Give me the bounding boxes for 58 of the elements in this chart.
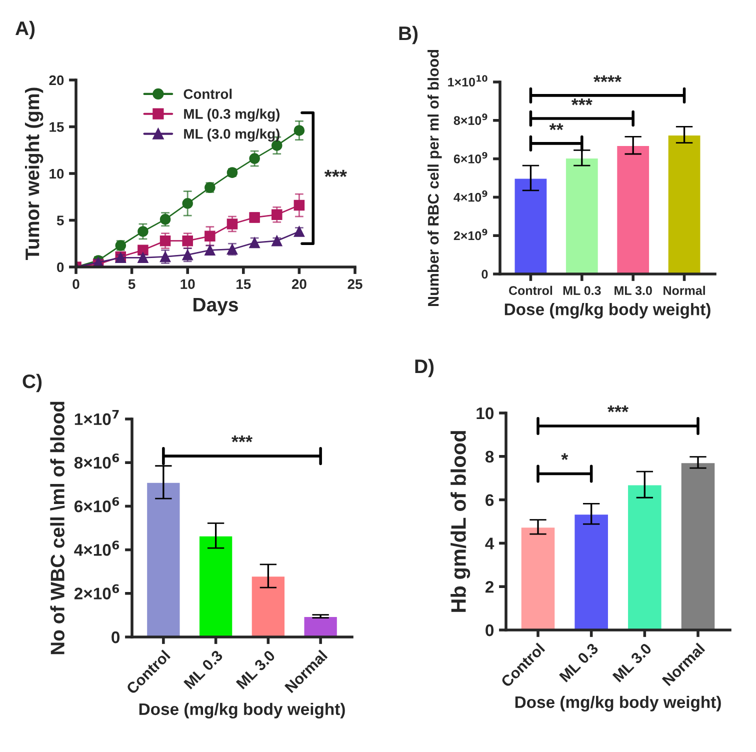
y-tick-label: 8 xyxy=(485,450,494,463)
y-tick-label: 2 xyxy=(486,581,494,593)
x-axis-title: Dose (mg/kg body weight) xyxy=(515,696,721,712)
x-tick-label: ML 0.3 xyxy=(183,649,224,690)
x-tick-label: Normal xyxy=(664,286,705,295)
x-axis-title: Dose (mg/kg body weight) xyxy=(504,303,710,319)
y-axis-title: Tumor weight (gm) xyxy=(24,88,44,260)
annotation: *** xyxy=(232,436,253,442)
y-tick-label: 6 xyxy=(486,494,494,506)
x-axis-title: Days xyxy=(194,298,238,316)
x-tick-label: ML 3.0 xyxy=(614,286,652,296)
annotation: ** xyxy=(549,123,564,130)
x-tick-label: ML 3.0 xyxy=(612,642,652,682)
legend-label: ML (0.3 mg/kg) xyxy=(184,108,280,122)
y-axis-title: No of WBC cell \ml of blood xyxy=(50,402,65,654)
chart-title: C) xyxy=(22,374,42,392)
y-tick-label: 2×10$^{6}$ xyxy=(74,584,120,600)
legend-label: ML (3.0 mg/kg) xyxy=(184,128,280,142)
x-tick-label: ML 3.0 xyxy=(236,650,276,690)
y-tick-label: 0 xyxy=(112,631,120,644)
y-tick-label: 0 xyxy=(486,624,494,636)
y-tick-label: 8×10$^{6}$ xyxy=(74,453,120,469)
y-tick-label: 4 xyxy=(485,538,494,550)
y-tick-label: 0 xyxy=(57,262,64,272)
y-tick-label: 6×10$^{6}$ xyxy=(74,497,120,512)
y-tick-label: 15 xyxy=(50,122,64,132)
y-tick-label: 10 xyxy=(476,407,494,420)
x-tick-label: ML 0.3 xyxy=(558,642,599,682)
x-tick-label: ML 0.3 xyxy=(563,286,601,296)
x-tick-label: 15 xyxy=(236,279,251,290)
x-tick-label: 10 xyxy=(180,279,195,290)
text: *** xyxy=(608,406,629,412)
annotation: *** xyxy=(324,170,347,178)
x-tick-label: Control xyxy=(509,286,552,295)
y-tick-label: 2×10$^{9}$ xyxy=(454,228,488,240)
y-tick-label: 1×10$^{10}$ xyxy=(448,75,488,87)
y-tick-label: 0 xyxy=(482,270,488,279)
annotation: * xyxy=(561,453,568,460)
y-axis-title: Number of RBC cell per ml of blood xyxy=(428,50,442,306)
y-tick-label: 10 xyxy=(50,168,64,179)
legend-label: Control xyxy=(184,88,232,99)
x-tick-label: 5 xyxy=(128,279,136,290)
chart-title: D) xyxy=(415,358,434,378)
y-tick-label: 8×10$^{9}$ xyxy=(454,114,488,125)
y-tick-label: 20 xyxy=(49,75,64,86)
annotation: *** xyxy=(571,98,592,106)
y-tick-label: 6×10$^{9}$ xyxy=(454,152,488,164)
y-axis-title: Hb gm/dL of blood xyxy=(450,431,470,612)
chart-title: B) xyxy=(399,26,418,44)
chart-title: A) xyxy=(15,20,35,40)
y-tick-label: 1×10$^{7}$ xyxy=(74,410,119,426)
y-tick-label: 5 xyxy=(56,216,64,226)
y-tick-label: 4×10$^{6}$ xyxy=(74,540,120,556)
x-tick-label: 20 xyxy=(292,279,306,290)
x-axis-title: Dose (mg/kg body weight) xyxy=(139,702,345,718)
x-tick-label: 25 xyxy=(348,279,362,290)
annotation: **** xyxy=(594,75,622,82)
y-tick-label: 4×10$^{9}$ xyxy=(454,190,488,202)
